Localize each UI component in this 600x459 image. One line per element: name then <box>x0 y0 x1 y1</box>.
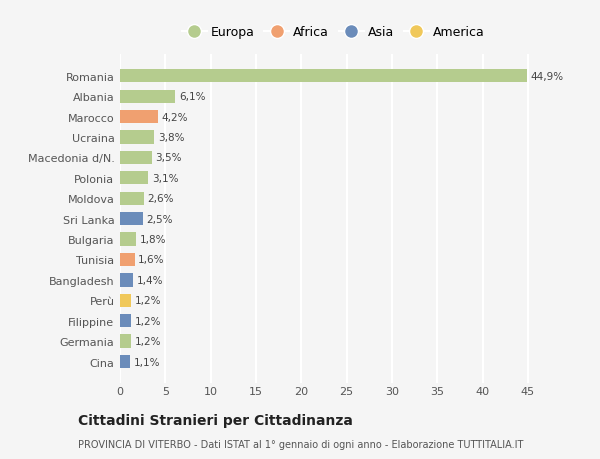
Bar <box>120 335 131 348</box>
Legend: Europa, Africa, Asia, America: Europa, Africa, Asia, America <box>179 23 487 41</box>
Bar <box>120 253 134 267</box>
Text: 3,1%: 3,1% <box>152 174 178 184</box>
Text: 3,8%: 3,8% <box>158 133 185 143</box>
Bar <box>120 111 158 124</box>
Bar <box>120 172 148 185</box>
Text: 6,1%: 6,1% <box>179 92 205 102</box>
Bar <box>120 90 175 104</box>
Text: 1,2%: 1,2% <box>134 316 161 326</box>
Text: 1,1%: 1,1% <box>134 357 160 367</box>
Text: 2,5%: 2,5% <box>146 214 173 224</box>
Text: PROVINCIA DI VITERBO - Dati ISTAT al 1° gennaio di ogni anno - Elaborazione TUTT: PROVINCIA DI VITERBO - Dati ISTAT al 1° … <box>78 440 523 449</box>
Bar <box>120 151 152 165</box>
Text: 1,2%: 1,2% <box>134 296 161 306</box>
Text: 1,6%: 1,6% <box>138 255 164 265</box>
Text: 2,6%: 2,6% <box>147 194 173 204</box>
Bar <box>120 233 136 246</box>
Bar <box>120 192 143 206</box>
Text: 1,2%: 1,2% <box>134 336 161 347</box>
Bar <box>120 70 527 83</box>
Text: 4,2%: 4,2% <box>161 112 188 123</box>
Bar <box>120 274 133 287</box>
Bar <box>120 314 131 328</box>
Bar <box>120 355 130 368</box>
Text: 1,8%: 1,8% <box>140 235 166 245</box>
Text: 1,4%: 1,4% <box>136 275 163 285</box>
Bar <box>120 294 131 307</box>
Bar <box>120 213 143 226</box>
Bar <box>120 131 154 144</box>
Text: Cittadini Stranieri per Cittadinanza: Cittadini Stranieri per Cittadinanza <box>78 414 353 428</box>
Text: 44,9%: 44,9% <box>530 72 564 82</box>
Text: 3,5%: 3,5% <box>155 153 182 163</box>
